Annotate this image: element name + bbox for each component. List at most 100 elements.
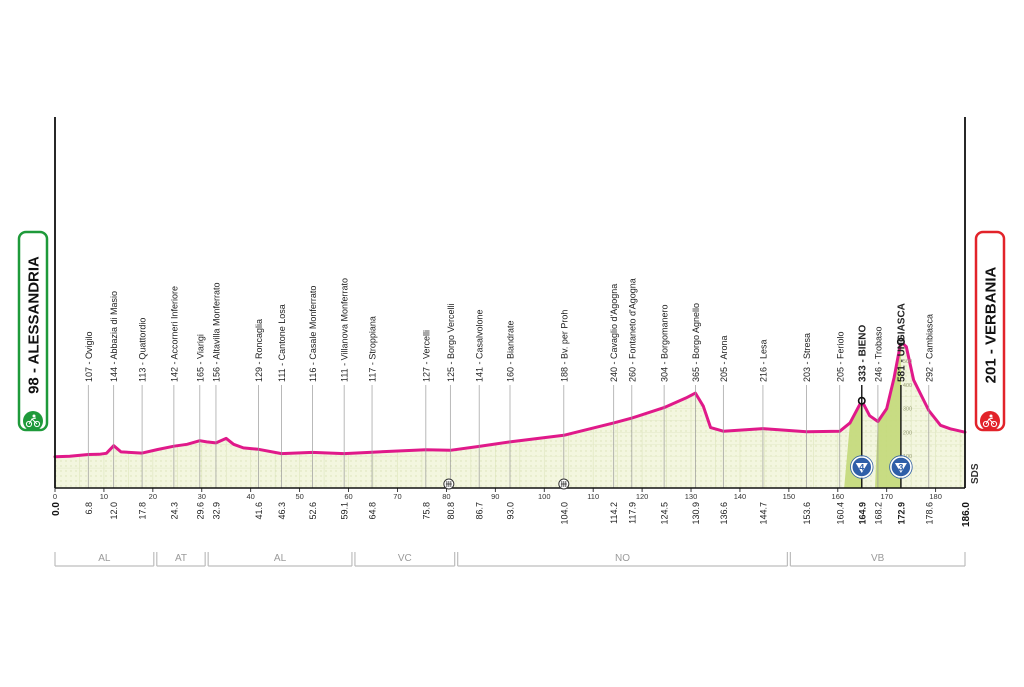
start-cyclist-icon-disc [23, 411, 43, 431]
km-tick-label: 70 [393, 492, 401, 501]
waypoint-km-label: 178.6 [924, 502, 934, 525]
km-tick-label: 80 [442, 492, 450, 501]
waypoint-km-label: 75.8 [421, 502, 431, 520]
waypoint-km-label: 117.9 [627, 502, 637, 524]
km-tick-label: 100 [538, 492, 551, 501]
km-tick-label: 160 [832, 492, 845, 501]
waypoint-label: 160 - Biandrate [506, 320, 516, 382]
waypoint-label: 205 - Arona [719, 335, 729, 382]
km-tick-label: 10 [100, 492, 108, 501]
waypoint-km-label: 12.0 [109, 502, 119, 520]
altitude-tick-label: 300 [903, 407, 912, 413]
km-tick-label: 150 [783, 492, 796, 501]
start-cyclist-icon-frame-shape [28, 417, 38, 425]
finish-cyclist-icon-wheel [990, 420, 998, 428]
km-tick-label: 30 [198, 492, 206, 501]
altitude-tick-label: 400 [903, 383, 912, 389]
waypoint-km-label: 29.6 [195, 502, 205, 520]
waypoint-km-label: 6.8 [84, 502, 94, 515]
km-tick-label: 90 [491, 492, 499, 501]
km-tick-label: 120 [636, 492, 649, 501]
province-label: AL [98, 553, 111, 564]
waypoint-label: 141 - Casalvolone [475, 309, 485, 382]
waypoint-label: 203 - Stresa [802, 333, 812, 382]
km-tick-label: 50 [295, 492, 303, 501]
waypoint-km-label: 168.2 [873, 502, 883, 525]
finish-cyclist-icon-wheel [982, 420, 990, 428]
waypoint-label: 113 - Quattordio [138, 318, 148, 382]
intermediate-sprint-icon [443, 478, 455, 490]
waypoint-km-label: 114.2 [609, 502, 619, 524]
profile-area [55, 341, 965, 488]
climb-category-badge: 4 [850, 455, 874, 479]
finish-badge-label: 201 - VERBANIA [983, 266, 1000, 383]
waypoint-km-label: 24.3 [169, 502, 179, 520]
waypoint-km-label: 32.9 [211, 502, 221, 520]
waypoint-km-label: 124.5 [660, 502, 670, 525]
waypoint-label: 165 - Viarigi [195, 334, 205, 382]
waypoint-label: 156 - Altavilla Monferrato [211, 282, 221, 382]
finish-km-label: 186.0 [961, 502, 972, 527]
intermediate-sprint-icon [558, 478, 570, 490]
altitude-tick-label: 500 [903, 359, 912, 365]
waypoint-km-label: 52.6 [308, 502, 318, 520]
start-cyclist-icon [23, 411, 43, 431]
finish-cyclist-icon-frame-shape [985, 417, 995, 425]
climb-badge-ring [889, 455, 913, 479]
waypoint-km-label: 153.6 [802, 502, 812, 525]
waypoint-label: 216 - Lesa [758, 339, 768, 382]
waypoint-label: 116 - Casale Monferrato [308, 286, 318, 382]
start-badge: 98 - ALESSANDRIA [17, 230, 49, 432]
waypoint-km-label: 93.0 [506, 502, 516, 520]
km-tick-label: 140 [734, 492, 747, 501]
waypoint-label: 129 - Roncaglia [254, 319, 264, 382]
province-label: NO [615, 553, 630, 564]
waypoint-label: 117 - Stroppiana [368, 316, 378, 382]
km-tick-label: 180 [929, 492, 942, 501]
finish-badge: 201 - VERBANIA [974, 230, 1006, 432]
waypoint-km-label: 59.1 [340, 502, 350, 520]
climb-category-label: 4 [859, 463, 864, 473]
start-cyclist-icon-wheel [25, 420, 33, 428]
km-tick-label: 40 [247, 492, 255, 501]
waypoint-label: 142 - Accorneri Inferiore [169, 286, 179, 382]
waypoint-label: 205 - Feriolo [835, 331, 845, 382]
climb-badge-shield [894, 463, 907, 473]
waypoint-label: 260 - Fontaneto d'Agogna [627, 278, 637, 382]
waypoint-km-label: 104.0 [559, 502, 569, 525]
km-tick-label: 20 [149, 492, 157, 501]
sponsor-mark: SDS [970, 463, 981, 484]
waypoint-km-label: 164.9 [857, 502, 867, 525]
finish-cyclist-icon-disc [980, 411, 1000, 431]
waypoint-km-label: 86.7 [475, 502, 485, 520]
waypoint-label: 125 - Borgo Vercelli [446, 303, 456, 382]
waypoint-km-label: 41.6 [254, 502, 264, 520]
waypoint-label: 111 - Villanova Monferrato [340, 278, 350, 382]
waypoint-km-label: 80.8 [446, 502, 456, 520]
waypoint-label: 365 - Borgo Agnello [691, 303, 701, 382]
climb-category-badge: 3 [889, 455, 913, 479]
waypoint-km-label: 144.7 [758, 502, 768, 525]
climb-badge-shield [855, 463, 868, 473]
finish-cyclist-icon-head [989, 414, 993, 418]
climb-badge-ring [850, 455, 874, 479]
start-badge-label: 98 - ALESSANDRIA [26, 256, 43, 394]
waypoint-label: 581 - UNGIASCA [896, 303, 907, 382]
waypoint-km-label: 172.9 [896, 502, 906, 525]
waypoint-label: 127 - Vercelli [421, 330, 431, 382]
waypoint-label: 292 - Cambiasca [924, 314, 934, 382]
waypoint-label: 188 - Bv. per Proh [559, 310, 569, 382]
waypoint-km-label: 130.9 [691, 502, 701, 525]
waypoint-label: 304 - Borgomanero [660, 304, 670, 382]
province-label: AT [175, 553, 187, 564]
waypoint-km-label: 136.6 [719, 502, 729, 525]
km-tick-label: 170 [880, 492, 893, 501]
province-label: VB [871, 553, 885, 564]
altitude-tick-label: 100 [903, 454, 912, 460]
start-cyclist-icon-head [32, 414, 36, 418]
km-tick-label: 0 [53, 492, 57, 501]
km-tick-label: 110 [587, 492, 599, 501]
waypoint-label: 107 - Ovigilo [84, 331, 94, 382]
